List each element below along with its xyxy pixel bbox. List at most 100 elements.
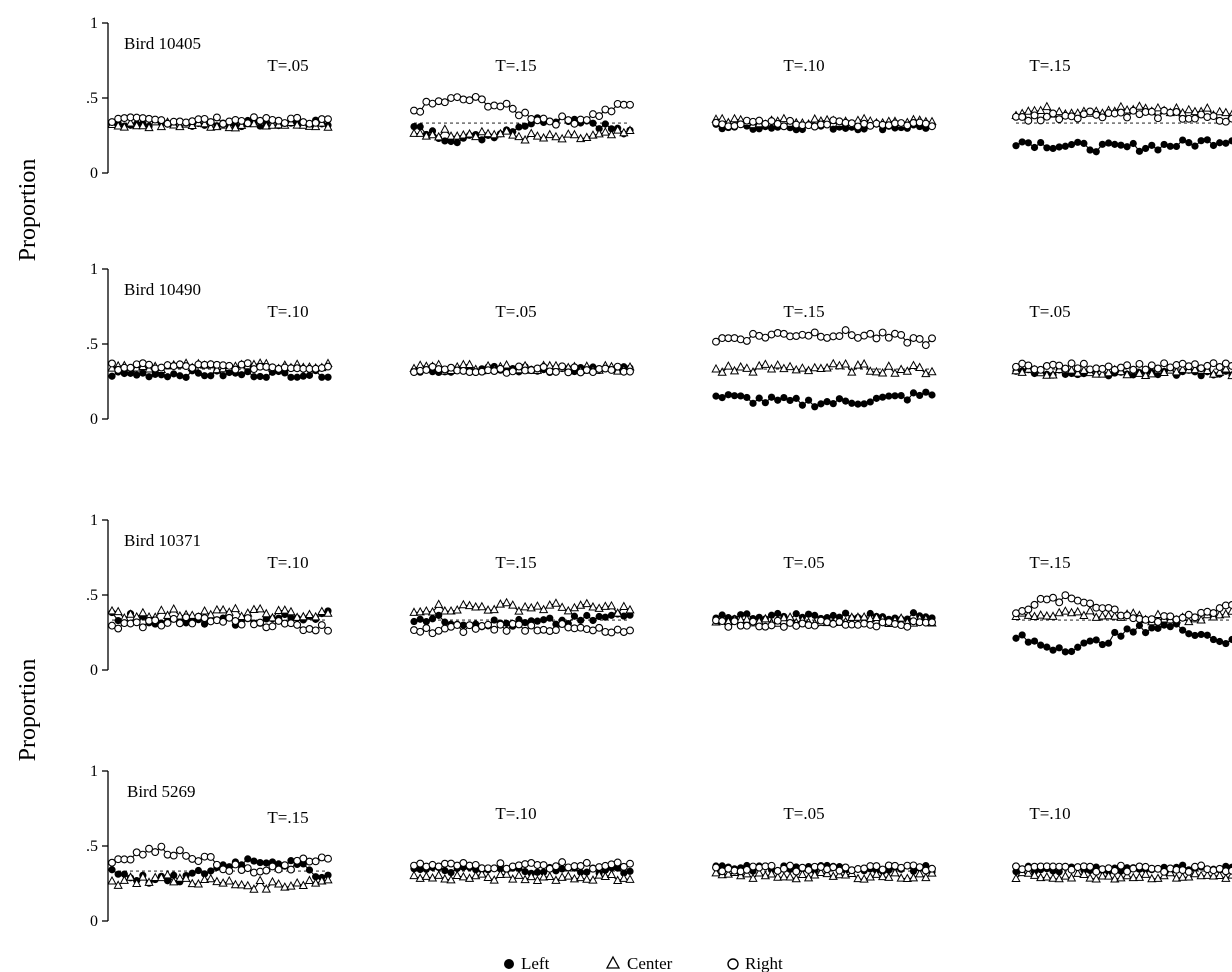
point-center: [526, 871, 536, 881]
point-right: [928, 864, 936, 873]
point-center: [113, 880, 123, 889]
point-right: [1049, 109, 1057, 118]
point-right: [145, 360, 153, 369]
point-left: [1222, 639, 1230, 648]
point-center: [1097, 369, 1108, 378]
y-tick-label: 1: [90, 763, 98, 780]
panel-title: T=.15: [267, 808, 308, 827]
point-right: [163, 619, 172, 627]
point-left: [743, 610, 751, 618]
point-right: [151, 848, 160, 857]
point-center: [569, 129, 580, 139]
point-left: [478, 136, 486, 144]
point-left: [866, 398, 874, 406]
point-left: [1142, 629, 1150, 637]
point-center: [1153, 102, 1163, 112]
point-center: [156, 872, 167, 882]
point-center: [464, 128, 475, 138]
point-right: [1042, 112, 1051, 121]
point-center: [582, 598, 592, 608]
point-right: [1055, 361, 1064, 370]
point-right: [607, 366, 616, 374]
point-center: [421, 871, 431, 880]
point-center: [613, 366, 623, 375]
point-right: [1209, 609, 1218, 618]
point-center: [1097, 870, 1108, 880]
point-center: [119, 875, 129, 884]
point-center: [927, 366, 937, 376]
point-center: [125, 609, 136, 618]
point-left: [1012, 634, 1020, 642]
point-left: [860, 400, 868, 408]
point-right: [274, 865, 283, 874]
point-center: [902, 366, 912, 375]
point-center: [723, 361, 733, 370]
point-center: [526, 128, 536, 138]
point-center: [797, 869, 808, 878]
point-center: [890, 867, 900, 877]
point-right: [324, 115, 332, 124]
point-right: [477, 95, 486, 104]
point-left: [1043, 144, 1051, 152]
point-right: [293, 113, 302, 122]
point-right: [595, 623, 604, 632]
point-right: [126, 855, 135, 864]
point-right: [126, 619, 135, 628]
point-right: [182, 118, 191, 127]
point-left: [157, 371, 165, 379]
point-center: [304, 609, 315, 618]
point-center: [440, 124, 450, 133]
point-right: [564, 368, 573, 377]
point-right: [243, 614, 252, 623]
point-left: [1067, 140, 1076, 149]
point-right: [1135, 359, 1144, 368]
point-center: [884, 361, 894, 370]
point-center: [1060, 606, 1071, 615]
point-right: [872, 119, 881, 128]
point-left: [761, 399, 769, 407]
point-left: [1222, 139, 1230, 147]
point-right: [878, 328, 887, 337]
point-center: [107, 363, 117, 372]
point-center: [175, 610, 185, 620]
point-center: [1085, 605, 1095, 615]
point-left: [1172, 142, 1181, 151]
point-center: [409, 607, 419, 616]
point-center: [1029, 870, 1040, 879]
point-center: [267, 876, 278, 886]
point-left: [607, 125, 616, 133]
panel-title: T=.15: [495, 553, 536, 572]
point-center: [877, 871, 888, 881]
point-right: [1147, 361, 1156, 370]
point-left: [120, 870, 128, 878]
point-right: [841, 326, 850, 335]
point-left: [909, 867, 918, 875]
point-center: [464, 600, 475, 610]
point-right: [1172, 361, 1181, 369]
point-center: [711, 363, 721, 373]
point-center: [582, 132, 592, 141]
point-left: [521, 618, 529, 627]
point-left: [182, 373, 190, 381]
point-center: [1215, 367, 1225, 376]
point-center: [212, 876, 222, 886]
point-left: [410, 122, 418, 131]
point-right: [786, 861, 795, 870]
point-left: [1024, 638, 1032, 646]
point-center: [1079, 610, 1089, 620]
point-center: [545, 871, 555, 881]
point-center: [1215, 609, 1225, 619]
point-left: [1209, 635, 1218, 644]
point-center: [243, 880, 253, 890]
point-right: [1209, 112, 1218, 121]
point-center: [600, 127, 610, 136]
point-center: [1054, 873, 1064, 883]
y-tick-label: .5: [86, 90, 98, 107]
point-center: [816, 867, 826, 876]
panel-title: T=.10: [267, 553, 308, 572]
point-right: [1153, 617, 1162, 626]
point-left: [1129, 139, 1137, 148]
point-left: [595, 612, 603, 621]
point-right: [324, 362, 332, 371]
point-center: [1215, 870, 1225, 880]
